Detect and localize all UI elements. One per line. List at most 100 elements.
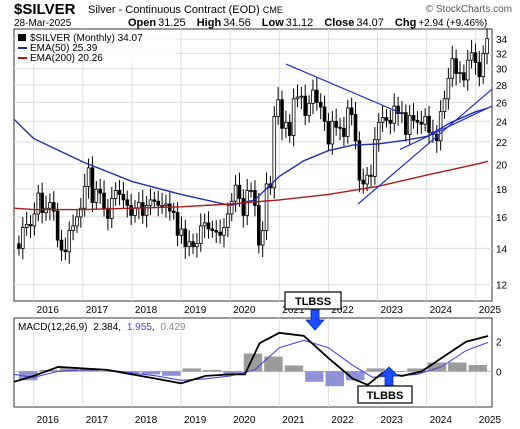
candle — [36, 192, 41, 215]
candle — [171, 210, 176, 213]
candle — [55, 210, 60, 241]
candle — [311, 89, 315, 104]
y-tick-label: 30 — [496, 65, 508, 76]
candle — [90, 167, 95, 204]
x-tick-label: 2018 — [135, 305, 158, 316]
candle — [187, 241, 191, 248]
y-tick-label: 16 — [496, 213, 508, 224]
candle — [396, 105, 400, 114]
candle — [276, 99, 280, 117]
ema200-legend-text: EMA(200) 20.26 — [30, 53, 103, 64]
macd-histogram-bar — [284, 365, 304, 372]
candle — [342, 127, 346, 137]
candle — [404, 112, 408, 135]
macd-histogram-bar — [427, 362, 447, 372]
macd-histogram-bar — [407, 368, 426, 372]
candle — [98, 188, 102, 194]
tlbbs-label: TLBBS — [367, 390, 404, 402]
ohlc-summary: Open 31.25 High 34.56 Low 31.12 Close 34.07 … — [128, 17, 487, 29]
candle — [249, 190, 253, 192]
candle — [175, 212, 180, 236]
y-tick-label: 34 — [496, 35, 508, 46]
candle — [28, 223, 33, 227]
tlbss-arrow — [305, 309, 325, 331]
macd-histogram-bar — [59, 366, 79, 372]
candle — [349, 107, 354, 115]
macd-x-tick-label: 2020 — [233, 415, 256, 426]
candle — [353, 114, 358, 142]
candle — [121, 194, 126, 201]
candle — [63, 249, 68, 253]
tlbbs-box — [357, 385, 413, 404]
svg-text:MACD(12,26,9) 2.384,: MACD(12,26,9) 2.384, 1.955, 0.429 — [18, 322, 186, 333]
x-tick-label: 2022 — [331, 305, 354, 316]
date-label: 28-Mar-2025 — [14, 18, 72, 29]
macd-histogram-bar — [19, 371, 38, 381]
candle — [462, 72, 466, 81]
macd-x-tick-label: 2019 — [184, 415, 207, 426]
x-tick-label: 2025 — [479, 305, 502, 316]
descending-trendline — [285, 63, 403, 115]
y-tick-label: 18 — [496, 185, 508, 196]
candle — [330, 120, 335, 145]
candle — [423, 116, 427, 125]
macd-histogram-bar — [141, 371, 161, 375]
macd-x-tick-label: 2017 — [86, 415, 109, 426]
candle — [144, 204, 149, 216]
candle — [241, 198, 246, 216]
candle — [264, 183, 269, 231]
candle — [438, 111, 443, 142]
candle — [419, 121, 424, 125]
candle — [287, 121, 292, 136]
candle — [284, 121, 288, 129]
candle — [17, 243, 21, 249]
candle — [446, 77, 451, 100]
candle — [229, 200, 234, 215]
candle — [465, 59, 470, 81]
candle — [338, 126, 342, 129]
candle — [272, 116, 277, 189]
candle — [303, 95, 308, 116]
candle — [71, 225, 75, 231]
candle — [295, 96, 300, 100]
candle — [133, 207, 137, 216]
tlbbs-arrow — [379, 366, 399, 386]
candle — [67, 230, 72, 253]
ema50-legend-text: EMA(50) 25.39 — [30, 43, 98, 54]
macd-histogram-bar — [182, 368, 201, 372]
macd-histogram-bar — [468, 365, 487, 372]
macd-panel-frame — [13, 317, 493, 408]
candle — [210, 228, 215, 231]
macd-x-tick-label: 2024 — [430, 415, 453, 426]
candle — [202, 222, 207, 227]
tlbss-label: TLBSS — [295, 296, 331, 308]
candle — [125, 199, 130, 206]
candle — [94, 188, 99, 204]
candle — [322, 106, 327, 122]
candle — [191, 241, 195, 248]
chart-symbol: $SILVER — [14, 1, 76, 18]
candle — [206, 222, 211, 230]
candle — [195, 242, 199, 248]
candle — [51, 202, 56, 212]
candle — [307, 102, 311, 116]
macd-histogram-bar — [264, 356, 283, 372]
candle — [106, 207, 110, 219]
candle — [40, 192, 44, 213]
chg-label: Chg — [394, 17, 417, 29]
macd-y-tick-label: 0 — [496, 367, 502, 378]
candle — [280, 99, 284, 129]
candle — [376, 121, 381, 141]
candle — [473, 52, 478, 63]
candle — [369, 174, 373, 177]
candle — [117, 190, 122, 195]
tlbbs-annotation: TLBBS — [357, 366, 413, 404]
candle — [44, 207, 48, 213]
contract-description: Silver - Continuous Contract (EOD) — [88, 4, 260, 16]
candle — [233, 184, 238, 202]
macd-histogram-bar — [121, 371, 140, 373]
candle — [380, 117, 385, 123]
x-tick-label: 2020 — [233, 305, 256, 316]
candle — [82, 186, 87, 209]
